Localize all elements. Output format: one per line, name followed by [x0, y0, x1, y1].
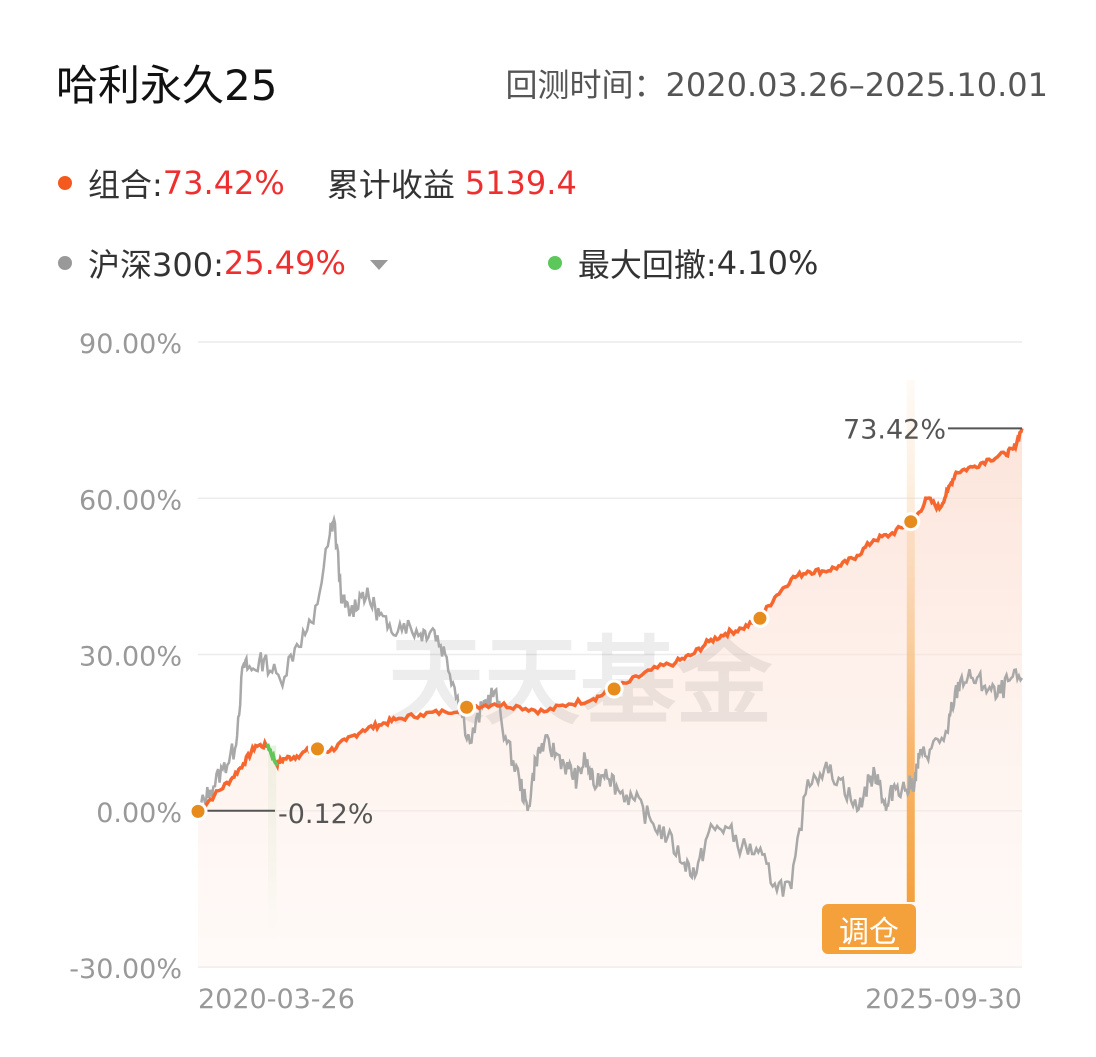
end-value-label: 73.42%	[843, 414, 946, 445]
cumulative-value: 5139.4	[464, 164, 577, 202]
rebalance-marker	[901, 512, 921, 532]
portfolio-label: 组合:	[88, 166, 163, 204]
drawdown-value: 4.10%	[716, 244, 819, 282]
rebalance-marker	[457, 697, 477, 717]
rebalance-marker	[750, 608, 770, 628]
series-benchmark-line	[196, 514, 1024, 897]
rebalance-marker	[604, 679, 624, 699]
drawdown-segment	[266, 743, 279, 767]
drawdown-label: 最大回撤:	[577, 246, 717, 284]
portfolio-dot-icon	[58, 176, 72, 190]
rebalance-marker	[188, 801, 208, 821]
series-portfolio-line	[196, 427, 1024, 813]
benchmark-label[interactable]: 沪深300:	[88, 246, 224, 284]
drawdown-dot-icon	[547, 256, 562, 270]
watermark: 天天基金	[388, 626, 773, 738]
x-tick-label-end: 2025-09-30	[865, 984, 1022, 1015]
portfolio-value: 73.42%	[162, 164, 285, 202]
rebalance-marker	[307, 739, 327, 759]
backtest-period: 回测时间：2020.03.26–2025.10.01	[505, 66, 1048, 104]
y-tick-label: 0.00%	[96, 798, 182, 829]
legend-row-portfolio: 组合: 73.42% 累计收益 5139.4	[58, 160, 577, 206]
y-tick-label: 90.00%	[79, 329, 182, 360]
start-value-label: -0.12%	[278, 799, 374, 830]
y-tick-label: 60.00%	[79, 485, 182, 516]
rebalance-line	[906, 380, 915, 902]
benchmark-dot-icon	[58, 256, 72, 270]
y-tick-label: -30.00%	[69, 954, 182, 985]
legend-row-benchmark: 沪深300: 25.49% 最大回撤: 4.10%	[58, 240, 818, 286]
x-tick-label-start: 2020-03-26	[198, 984, 355, 1015]
cumulative-label: 累计收益	[326, 166, 455, 204]
portfolio-area	[198, 428, 1022, 967]
y-tick-label: 30.00%	[79, 642, 182, 673]
rebalance-tag[interactable]: 调仓	[822, 904, 916, 954]
benchmark-value: 25.49%	[223, 244, 346, 282]
fund-title: 哈利永久25	[56, 61, 278, 110]
chevron-down-icon[interactable]	[369, 260, 388, 270]
